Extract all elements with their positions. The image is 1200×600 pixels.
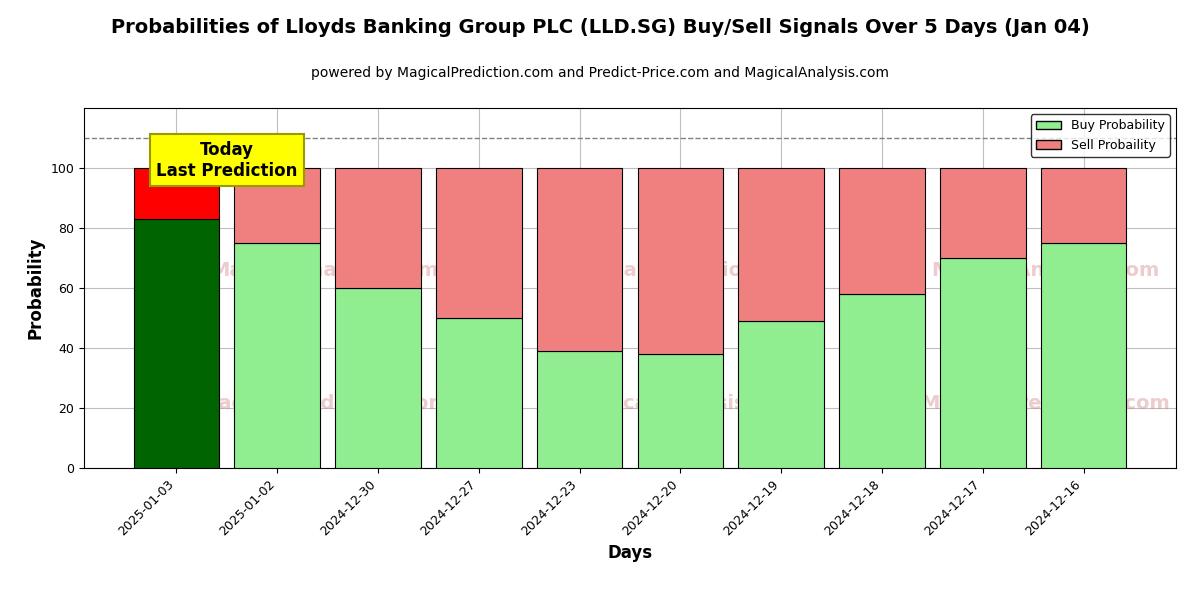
Text: MagicalPrediction.com: MagicalPrediction.com bbox=[199, 394, 449, 413]
Bar bbox=[637, 354, 724, 468]
Y-axis label: Probability: Probability bbox=[26, 237, 44, 339]
Bar bbox=[536, 351, 623, 468]
Legend: Buy Probability, Sell Probaility: Buy Probability, Sell Probaility bbox=[1031, 114, 1170, 157]
Bar bbox=[536, 168, 623, 351]
Bar bbox=[940, 168, 1026, 258]
Text: Today
Last Prediction: Today Last Prediction bbox=[156, 141, 298, 180]
Bar bbox=[738, 168, 824, 321]
Bar bbox=[234, 168, 320, 243]
Bar bbox=[637, 168, 724, 354]
Bar bbox=[133, 219, 220, 468]
Bar bbox=[335, 288, 421, 468]
Bar bbox=[133, 168, 220, 219]
X-axis label: Days: Days bbox=[607, 544, 653, 562]
Bar bbox=[436, 168, 522, 318]
Bar bbox=[839, 168, 925, 294]
Text: MagicalAnalysis.com: MagicalAnalysis.com bbox=[210, 260, 438, 280]
Bar bbox=[234, 243, 320, 468]
Bar bbox=[1040, 168, 1127, 243]
Text: MagicalPrediction.com: MagicalPrediction.com bbox=[920, 394, 1170, 413]
Text: MagicalPrediction.com: MagicalPrediction.com bbox=[559, 260, 810, 280]
Bar bbox=[738, 321, 824, 468]
Bar bbox=[839, 294, 925, 468]
Bar bbox=[436, 318, 522, 468]
Text: Probabilities of Lloyds Banking Group PLC (LLD.SG) Buy/Sell Signals Over 5 Days : Probabilities of Lloyds Banking Group PL… bbox=[110, 18, 1090, 37]
Text: MagicalAnalysis.com: MagicalAnalysis.com bbox=[570, 394, 799, 413]
Bar bbox=[940, 258, 1026, 468]
Bar bbox=[1040, 243, 1127, 468]
Text: powered by MagicalPrediction.com and Predict-Price.com and MagicalAnalysis.com: powered by MagicalPrediction.com and Pre… bbox=[311, 66, 889, 80]
Text: MagicalAnalysis.com: MagicalAnalysis.com bbox=[931, 260, 1159, 280]
Bar bbox=[335, 168, 421, 288]
